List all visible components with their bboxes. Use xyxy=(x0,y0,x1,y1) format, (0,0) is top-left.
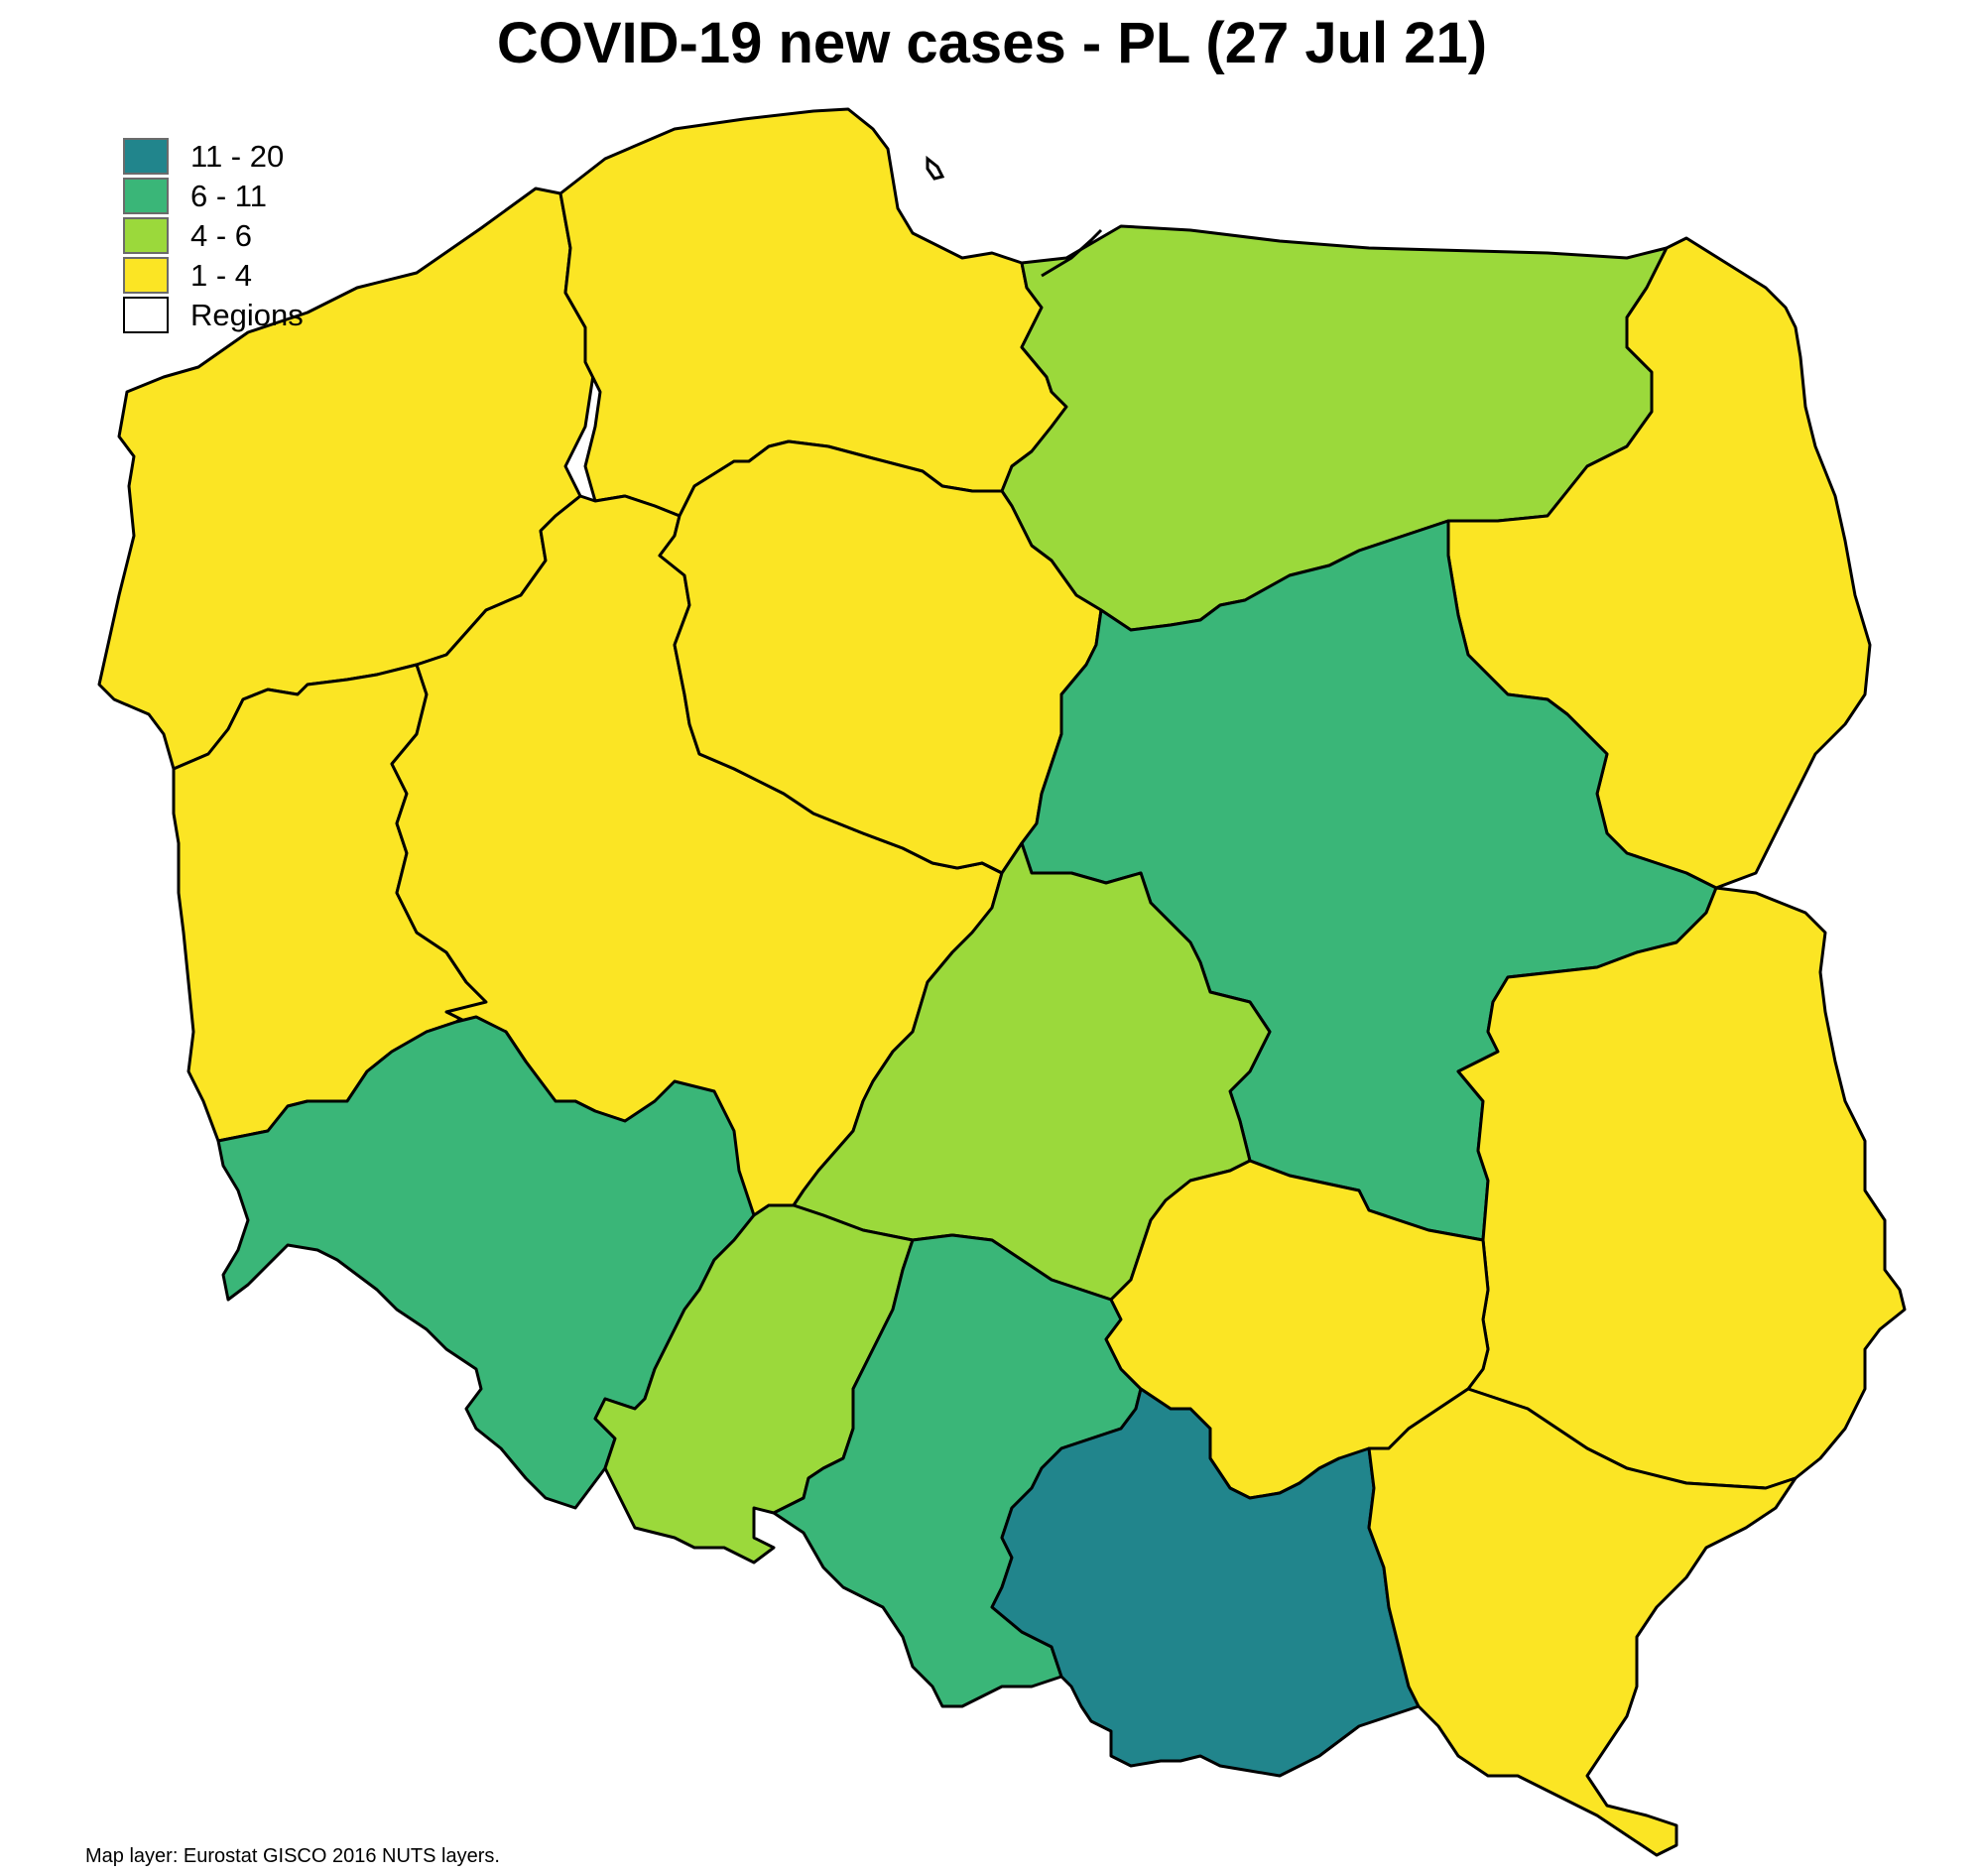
legend-label: 4 - 6 xyxy=(190,217,253,253)
legend-label: 11 - 20 xyxy=(190,138,285,174)
region-malopolskie[interactable] xyxy=(990,1387,1421,1778)
legend-item: 4 - 6 xyxy=(123,215,304,255)
map-legend: 11 - 20 6 - 11 4 - 6 1 - 4 Regions xyxy=(123,136,304,334)
legend-item: 11 - 20 xyxy=(123,136,304,176)
region-lubelskie[interactable] xyxy=(1456,886,1907,1490)
legend-label: 6 - 11 xyxy=(190,178,267,213)
legend-swatch xyxy=(123,137,169,175)
coast-island xyxy=(926,155,945,181)
hel-peninsula xyxy=(1041,228,1103,278)
legend-swatch xyxy=(123,256,169,294)
legend-swatch xyxy=(123,177,169,214)
legend-item: Regions xyxy=(123,295,304,334)
legend-label: 1 - 4 xyxy=(190,257,253,293)
legend-item: 1 - 4 xyxy=(123,255,304,295)
legend-label: Regions xyxy=(190,297,304,332)
source-note: Map layer: Eurostat GISCO 2016 NUTS laye… xyxy=(85,1845,500,1867)
legend-swatch xyxy=(123,296,169,333)
legend-item: 6 - 11 xyxy=(123,176,304,215)
region-podkarpackie[interactable] xyxy=(1367,1387,1798,1857)
map-title: COVID-19 new cases - PL (27 Jul 21) xyxy=(496,11,1488,75)
legend-swatch xyxy=(123,216,169,254)
